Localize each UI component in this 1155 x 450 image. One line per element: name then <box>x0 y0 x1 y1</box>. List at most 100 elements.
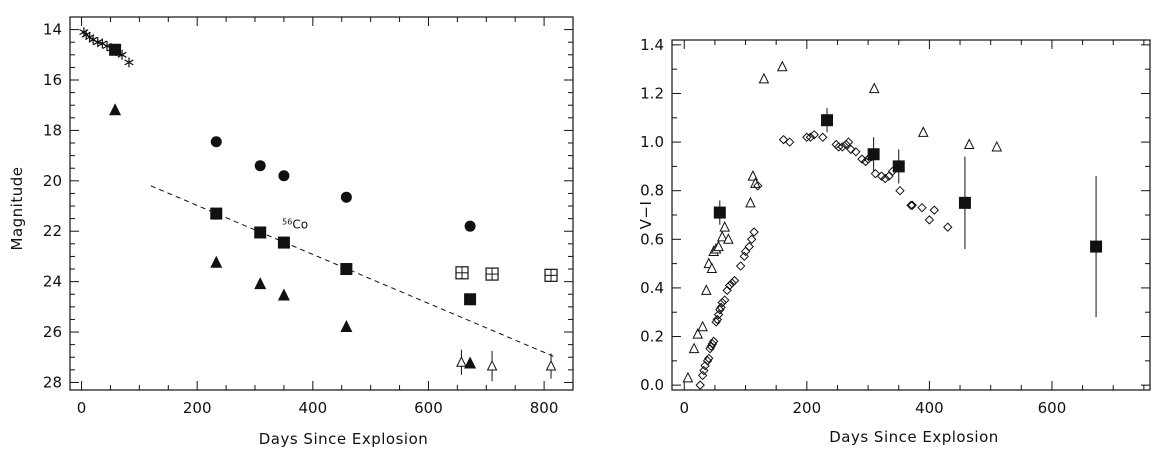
y-tick-label: 0.2 <box>640 328 664 346</box>
point-s0-17 <box>776 60 788 72</box>
y-tick-label: 0.8 <box>640 182 664 200</box>
point-s1-0 <box>695 380 705 390</box>
x-tick-label: 400 <box>915 399 944 417</box>
plot-frame <box>671 39 1151 391</box>
point-s1-36 <box>837 142 848 152</box>
x-tick-label: 200 <box>793 399 822 417</box>
y-tick-label: 22 <box>43 222 62 240</box>
series-filled-circle <box>210 136 476 232</box>
point-s4-0 <box>456 356 467 367</box>
point-s1-18 <box>724 280 735 291</box>
point-s1-15 <box>717 297 727 308</box>
y-tick-label: 0.6 <box>640 230 664 248</box>
point-s1-2 <box>699 365 709 376</box>
point-s1-47 <box>880 173 890 184</box>
point-s0-18 <box>868 82 880 94</box>
point-s0-12 <box>723 233 734 244</box>
plot-frame <box>69 16 574 391</box>
y-tick-label: 26 <box>43 323 62 341</box>
point-s2-3 <box>892 160 905 173</box>
point-s4-2 <box>545 359 557 371</box>
point-s1-56 <box>943 222 953 232</box>
point-s1-13 <box>715 305 725 315</box>
point-s1-25 <box>746 234 757 245</box>
series-asterisk <box>79 27 134 68</box>
x-tick-label: 200 <box>183 399 212 417</box>
point-s1-41 <box>857 154 867 164</box>
point-s3-4 <box>340 319 353 332</box>
point-s1-55 <box>929 205 939 215</box>
point-s1-11 <box>712 314 723 325</box>
point-s2-0 <box>713 206 726 219</box>
point-s1-4 <box>340 263 353 276</box>
point-s1-22 <box>739 251 750 262</box>
point-s1-35 <box>833 142 844 152</box>
point-s4-1 <box>486 359 498 371</box>
series-open-triangle <box>456 349 557 382</box>
point-s1-2 <box>254 226 267 239</box>
point-s0-2 <box>692 327 704 339</box>
point-s2-1 <box>821 114 834 127</box>
point-s0-20 <box>963 138 975 150</box>
x-tick-label: 600 <box>414 399 443 417</box>
point-s3-0 <box>109 103 122 116</box>
y-tick-label: 18 <box>43 121 62 139</box>
point-s0-3 <box>697 320 708 332</box>
series-open-triangle <box>682 60 1003 383</box>
co56-label: 56Co <box>282 218 308 232</box>
point-s1-40 <box>851 147 861 157</box>
point-s1-46 <box>876 171 887 181</box>
point-s1-39 <box>846 144 856 155</box>
series-filled-square <box>713 108 1103 318</box>
point-s0-13 <box>745 196 756 208</box>
co56-label-element: Co <box>292 218 308 232</box>
x-axis-title: Days Since Explosion <box>829 428 999 446</box>
series-filled-triangle <box>109 103 477 369</box>
point-s1-20 <box>729 275 740 286</box>
point-s3-1 <box>210 255 223 268</box>
x-axis-title: Days Since Explosion <box>259 430 429 448</box>
x-tick-label: 0 <box>77 399 87 417</box>
point-s0-16 <box>758 72 770 84</box>
point-s5-1 <box>485 267 499 281</box>
point-s2-2 <box>278 170 290 182</box>
y-tick-label: 14 <box>43 21 62 39</box>
point-s0-10 <box>716 230 728 242</box>
point-s2-2 <box>867 148 880 161</box>
point-s0-11 <box>719 221 731 232</box>
point-s1-12 <box>713 309 724 320</box>
point-s0-6 <box>706 262 718 273</box>
point-s0-4 <box>701 284 712 295</box>
point-s0-0 <box>682 371 694 383</box>
magnitude-chart: 0 200 400 600 800 14 16 18 20 22 24 26 28 Days Since … <box>8 16 574 448</box>
point-s1-9 <box>708 336 719 347</box>
series-boxed-square <box>455 266 558 282</box>
point-s1-29 <box>784 137 795 147</box>
point-s2-0 <box>210 136 222 148</box>
point-s2-1 <box>254 160 266 172</box>
point-s1-38 <box>843 137 854 147</box>
point-s1-5 <box>464 293 477 306</box>
point-s2-4 <box>464 220 476 232</box>
point-s0-21 <box>991 140 1003 152</box>
point-s1-19 <box>727 278 737 288</box>
point-s1-27 <box>753 181 763 191</box>
point-s2-5 <box>1090 240 1103 253</box>
y-axis-title: V−I <box>637 201 655 230</box>
y-axis-title: Magnitude <box>8 167 26 251</box>
point-s1-28 <box>778 134 789 145</box>
point-s1-16 <box>719 295 730 305</box>
point-s1-8 <box>707 339 718 349</box>
y-tick-label: 20 <box>43 172 62 190</box>
y-tick-label: 24 <box>43 273 62 291</box>
co56-label-mass-number: 56 <box>282 218 292 227</box>
y-tick-label: 16 <box>43 71 62 89</box>
series-filled-square <box>109 43 477 306</box>
y-tick-label: 28 <box>43 373 62 391</box>
point-s1-52 <box>907 200 917 210</box>
series-open-diamond <box>695 130 953 390</box>
y-tick-label: 1.4 <box>640 36 664 54</box>
y-tick-label: 0.4 <box>640 279 664 297</box>
point-s2-3 <box>340 191 352 203</box>
